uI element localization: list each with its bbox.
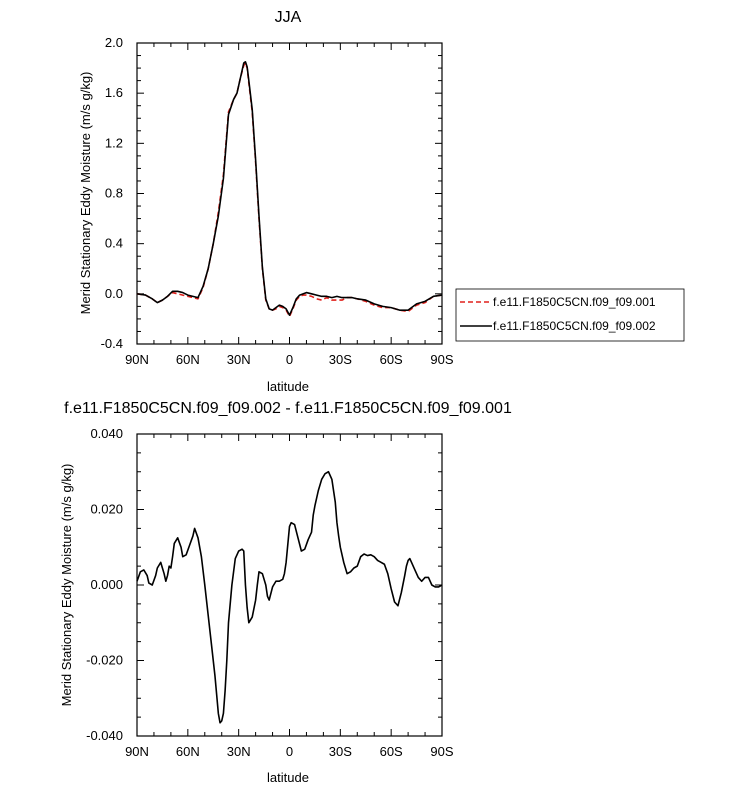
x-axis-label: latitude xyxy=(267,379,309,394)
y-tick-label: 0.8 xyxy=(105,186,123,201)
x-tick-label: 60S xyxy=(380,352,403,367)
series-line-1 xyxy=(136,62,443,318)
y-tick-label: 0.0 xyxy=(105,286,123,301)
legend-box xyxy=(455,288,685,342)
y-tick-label: 1.6 xyxy=(105,85,123,100)
legend-label-001: f.e11.F1850C5CN.f09_f09.001 xyxy=(493,295,656,309)
y-axis-label: Merid Stationary Eddy Moisture (m/s g/kg… xyxy=(59,464,74,707)
x-tick-label: 30N xyxy=(227,352,251,367)
plot-area xyxy=(136,470,443,724)
plot-area xyxy=(136,61,443,318)
plot-frame xyxy=(136,433,443,737)
y-tick-label: 0.040 xyxy=(90,426,123,441)
x-tick-label: 90N xyxy=(125,744,149,759)
x-tick-label: 90S xyxy=(430,744,453,759)
x-tick-label: 0 xyxy=(286,352,293,367)
axes: 90N 60N 30N 0 30S 60S 90S -0.040 -0.020 0.000 0.02… xyxy=(86,426,454,759)
x-tick-label: 60S xyxy=(380,744,403,759)
plot-frame xyxy=(136,42,443,345)
legend-label-002: f.e11.F1850C5CN.f09_f09.002 xyxy=(493,319,656,333)
y-tick-label: 0.4 xyxy=(105,236,123,251)
x-tick-label: 60N xyxy=(176,352,200,367)
y-axis-label: Merid Stationary Eddy Moisture (m/s g/kg… xyxy=(78,72,93,315)
x-tick-label: 90N xyxy=(125,352,149,367)
x-tick-label: 30S xyxy=(329,744,352,759)
y-tick-label: 0.000 xyxy=(90,577,123,592)
y-tick-label: -0.040 xyxy=(86,728,123,743)
chart-panel-top: JJA 90N 60N 30N 0 30S 60S 90S -0.4 0.0 0.4 0.8 1.2 1… xyxy=(78,9,454,394)
y-tick-label: -0.4 xyxy=(101,336,123,351)
y-tick-label: 2.0 xyxy=(105,35,123,50)
x-tick-label: 0 xyxy=(286,744,293,759)
y-tick-label: 1.2 xyxy=(105,135,123,150)
x-tick-label: 30S xyxy=(329,352,352,367)
x-axis-label: latitude xyxy=(267,770,309,785)
chart-title: JJA xyxy=(275,9,302,26)
y-tick-label: 0.020 xyxy=(90,502,123,517)
x-tick-label: 60N xyxy=(176,744,200,759)
x-tick-label: 90S xyxy=(430,352,453,367)
difference-chart-title: f.e11.F1850C5CN.f09_f09.002 - f.e11.F185… xyxy=(64,400,512,417)
x-tick-label: 30N xyxy=(227,744,251,759)
chart-panel-bottom: f.e11.F1850C5CN.f09_f09.002 - f.e11.F185… xyxy=(59,400,512,785)
series-line-2 xyxy=(136,61,443,316)
legend: f.e11.F1850C5CN.f09_f09.001 f.e11.F1850C… xyxy=(455,288,685,342)
axes: 90N 60N 30N 0 30S 60S 90S -0.4 0.0 0.4 0.8 1.2 1.6 2.… xyxy=(101,35,454,367)
y-tick-label: -0.020 xyxy=(86,653,123,668)
series-line-1 xyxy=(136,470,443,724)
